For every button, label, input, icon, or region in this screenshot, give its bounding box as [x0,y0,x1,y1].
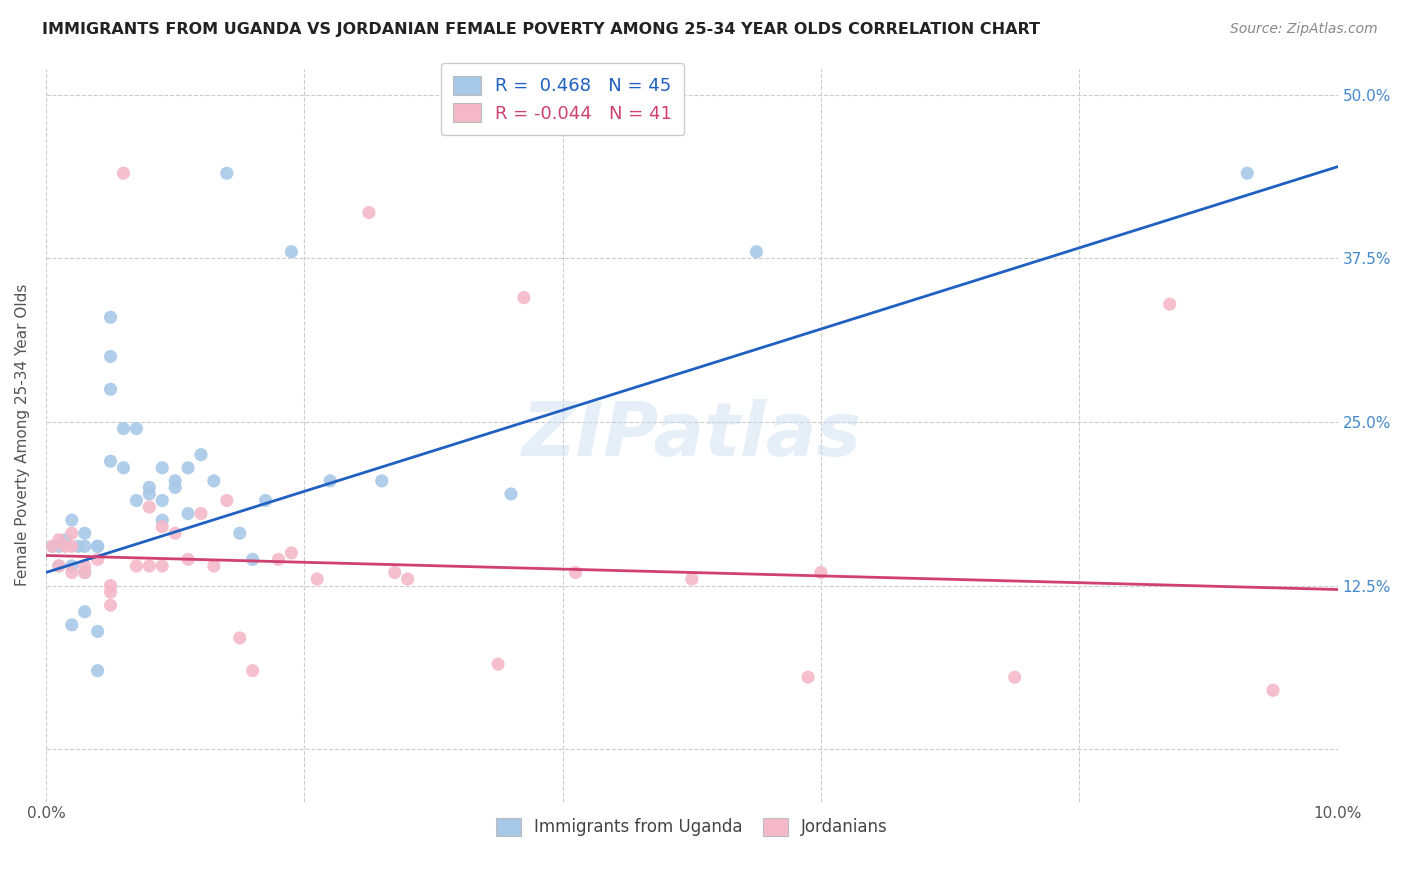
Point [73,526,96,541]
Point [242,552,264,566]
Point [228,631,250,645]
Point [60,618,83,632]
Point [280,546,302,560]
Point [138,558,160,573]
Point [202,474,225,488]
Point [150,513,173,527]
Point [138,487,160,501]
Point [499,487,522,501]
Point [513,291,536,305]
Point [60,526,83,541]
Legend: Immigrants from Uganda, Jordanians: Immigrants from Uganda, Jordanians [488,809,896,845]
Point [86,664,108,678]
Text: ZIPatlas: ZIPatlas [522,399,862,472]
Point [73,566,96,580]
Point [60,513,83,527]
Point [1159,297,1181,311]
Point [100,598,122,612]
Point [150,493,173,508]
Y-axis label: Female Poverty Among 25-34 Year Olds: Female Poverty Among 25-34 Year Olds [15,284,30,586]
Point [48,558,70,573]
Text: IMMIGRANTS FROM UGANDA VS JORDANIAN FEMALE POVERTY AMONG 25-34 YEAR OLDS CORRELA: IMMIGRANTS FROM UGANDA VS JORDANIAN FEMA… [42,22,1040,37]
Point [86,552,108,566]
Point [48,539,70,553]
Point [48,533,70,547]
Point [165,480,187,494]
Point [564,566,586,580]
Point [745,244,768,259]
Point [60,566,83,580]
Point [41,539,63,553]
Point [48,558,70,573]
Point [73,605,96,619]
Point [53,533,76,547]
Point [150,558,173,573]
Point [242,664,264,678]
Point [202,558,225,573]
Point [190,507,212,521]
Point [357,205,380,219]
Point [810,566,832,580]
Point [396,572,419,586]
Point [138,480,160,494]
Point [280,244,302,259]
Point [150,519,173,533]
Point [319,474,342,488]
Point [1236,166,1258,180]
Point [73,539,96,553]
Point [797,670,820,684]
Point [267,552,290,566]
Point [165,474,187,488]
Point [86,539,108,553]
Point [165,526,187,541]
Point [100,382,122,396]
Point [73,566,96,580]
Point [215,493,238,508]
Point [112,460,135,475]
Point [254,493,277,508]
Point [150,460,173,475]
Point [100,585,122,599]
Point [190,448,212,462]
Point [384,566,406,580]
Point [73,558,96,573]
Point [215,166,238,180]
Point [60,558,83,573]
Point [67,539,90,553]
Point [125,421,148,435]
Point [100,350,122,364]
Point [125,493,148,508]
Point [177,460,200,475]
Point [177,552,200,566]
Point [60,539,83,553]
Point [86,624,108,639]
Point [1004,670,1026,684]
Point [125,558,148,573]
Point [100,454,122,468]
Point [307,572,329,586]
Point [371,474,394,488]
Point [112,421,135,435]
Text: Source: ZipAtlas.com: Source: ZipAtlas.com [1230,22,1378,37]
Point [228,526,250,541]
Point [112,166,135,180]
Point [86,539,108,553]
Point [100,578,122,592]
Point [1261,683,1284,698]
Point [100,310,122,325]
Point [681,572,703,586]
Point [53,539,76,553]
Point [177,507,200,521]
Point [138,500,160,514]
Point [486,657,509,672]
Point [41,539,63,553]
